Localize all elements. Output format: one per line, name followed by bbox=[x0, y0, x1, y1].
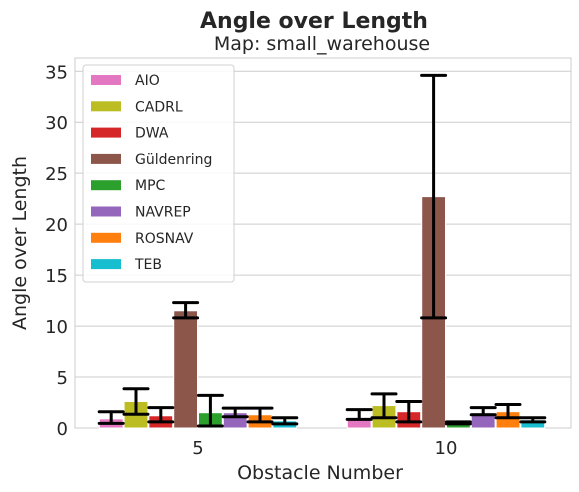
error-bar-cadrl-10 bbox=[370, 392, 398, 420]
legend-swatch-rosnav bbox=[91, 232, 121, 243]
x-axis-label: Obstacle Number bbox=[237, 462, 403, 484]
y-tick-label: 20 bbox=[45, 215, 68, 236]
error-bar-teb-5 bbox=[271, 416, 299, 426]
error-bar-güldenring-10 bbox=[420, 73, 448, 320]
error-bar-aio-5 bbox=[97, 410, 125, 425]
y-tick-label: 5 bbox=[57, 368, 68, 389]
error-bar-mpc-5 bbox=[196, 393, 224, 428]
y-tick-label: 25 bbox=[45, 164, 68, 185]
y-axis-ticks: 0 5 10 15 20 25 30 35 bbox=[45, 62, 68, 440]
y-tick-label: 0 bbox=[57, 419, 68, 440]
error-bar-aio-10 bbox=[345, 408, 373, 421]
error-bar-dwa-10 bbox=[395, 399, 423, 424]
x-axis-ticks: 5 10 bbox=[192, 438, 457, 459]
error-bar-navrep-5 bbox=[221, 406, 249, 419]
legend-label-cadrl: CADRL bbox=[135, 99, 183, 115]
legend-label-güldenring: Güldenring bbox=[135, 152, 212, 168]
legend-swatch-teb bbox=[91, 259, 121, 270]
error-bar-cadrl-5 bbox=[122, 387, 150, 416]
legend-box bbox=[82, 64, 235, 283]
legend-swatch-aio bbox=[91, 75, 121, 85]
error-bar-güldenring-5 bbox=[172, 301, 200, 320]
x-tick-label: 5 bbox=[192, 438, 203, 459]
error-bar-rosnav-5 bbox=[246, 406, 274, 424]
x-tick-label: 10 bbox=[435, 438, 458, 459]
bars bbox=[98, 196, 546, 429]
error-bar-teb-10 bbox=[519, 416, 547, 424]
legend-swatch-navrep bbox=[91, 206, 121, 217]
y-tick-label: 15 bbox=[45, 266, 68, 287]
legend-label-dwa: DWA bbox=[135, 126, 169, 142]
legend-label-mpc: MPC bbox=[135, 178, 166, 194]
y-tick-label: 35 bbox=[45, 62, 68, 83]
error-bar-rosnav-10 bbox=[494, 403, 522, 420]
bar-güldenring-5 bbox=[173, 310, 198, 429]
y-axis-label: Angle over Length bbox=[9, 156, 31, 330]
chart-title: Angle over Length bbox=[200, 9, 428, 34]
error-bar-mpc-10 bbox=[444, 420, 472, 426]
legend-label-rosnav: ROSNAV bbox=[135, 231, 194, 247]
legend: AIO CADRL DWA Güldenring MPC NAVREP ROSNAV TEB bbox=[82, 64, 235, 283]
error-bar-navrep-10 bbox=[469, 406, 497, 417]
legend-label-teb: TEB bbox=[134, 257, 162, 273]
legend-swatch-güldenring bbox=[91, 153, 121, 164]
y-tick-label: 30 bbox=[45, 113, 68, 134]
error-bar-dwa-5 bbox=[147, 406, 175, 424]
legend-swatch-dwa bbox=[91, 127, 121, 138]
legend-swatch-cadrl bbox=[91, 101, 121, 112]
error-bars bbox=[97, 73, 547, 428]
chart-subtitle: Map: small_warehouse bbox=[214, 33, 430, 55]
legend-swatch-mpc bbox=[91, 180, 121, 191]
legend-label-navrep: NAVREP bbox=[135, 205, 191, 221]
plot-area bbox=[74, 57, 572, 429]
y-tick-label: 10 bbox=[45, 317, 68, 338]
legend-label-aio: AIO bbox=[135, 73, 160, 89]
